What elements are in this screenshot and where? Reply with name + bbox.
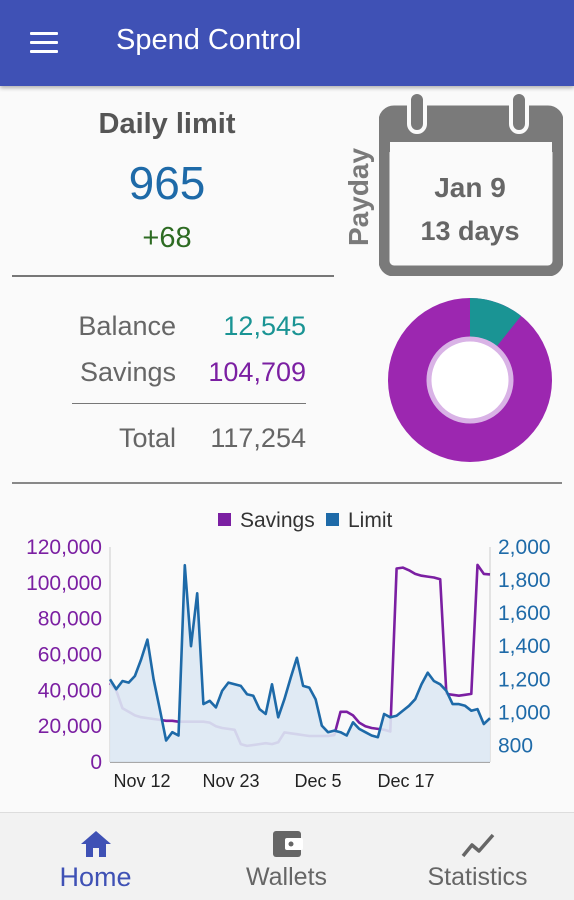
savings-limit-chart: 120,000 100,000 80,000 60,000 40,000 20,000 0 2…	[26, 509, 551, 791]
daily-limit-delta: +68	[142, 222, 192, 254]
menu-icon-line	[30, 32, 58, 35]
nav-wallets-label: Wallets	[245, 863, 328, 891]
app-bar: Spend Control	[0, 0, 574, 86]
balance-savings-donut	[388, 298, 552, 462]
y-left-tick-label: 100,000	[26, 572, 102, 595]
y-left-tick-label: 80,000	[38, 608, 102, 631]
app-title: Spend Control	[116, 24, 302, 56]
payday-date: Jan 9	[434, 172, 506, 203]
legend-swatch-savings	[218, 513, 231, 526]
total-value: 117,254	[210, 423, 306, 453]
y-right-tick-label: 2,000	[498, 536, 551, 559]
nav-home[interactable]: Home	[0, 813, 191, 900]
y-right-tick-label: 1,400	[498, 635, 551, 658]
nav-home-label: Home	[59, 862, 132, 892]
y-right-tick-label: 1,800	[498, 569, 551, 592]
y-left-tick-label: 120,000	[26, 536, 102, 559]
payday-countdown: 13 days	[420, 216, 520, 246]
y-right-tick-label: 1,000	[498, 701, 551, 724]
y-right-tick-label: 800	[498, 734, 533, 757]
x-tick-label: Nov 12	[113, 771, 170, 791]
daily-limit-value: 965	[128, 157, 206, 209]
divider	[72, 403, 306, 404]
x-tick-label: Nov 23	[202, 771, 259, 791]
wallet-icon	[272, 831, 303, 857]
total-label: Total	[118, 423, 176, 453]
y-left-tick-label: 40,000	[38, 679, 102, 702]
y-left-tick-label: 20,000	[38, 715, 102, 738]
statistics-icon	[461, 833, 494, 858]
balance-value: 12,545	[223, 311, 306, 341]
legend-label-limit: Limit	[348, 509, 393, 532]
savings-label: Savings	[79, 357, 176, 387]
savings-value: 104,709	[208, 357, 306, 387]
donut-center	[426, 336, 514, 424]
x-tick-label: Dec 17	[377, 771, 434, 791]
nav-statistics-label: Statistics	[427, 863, 528, 891]
menu-button[interactable]	[24, 28, 64, 58]
donut-balance-slice	[468, 298, 522, 351]
legend-swatch-limit	[326, 513, 339, 526]
x-tick-label: Dec 5	[294, 771, 341, 791]
menu-icon-line	[30, 41, 58, 44]
balance-label: Balance	[78, 311, 176, 341]
payday-label: Payday	[343, 147, 374, 246]
y-right-tick-label: 1,600	[498, 602, 551, 625]
limit-area	[110, 565, 490, 762]
nav-wallets[interactable]: Wallets	[191, 813, 382, 900]
divider	[12, 482, 562, 484]
series-line-limit	[108, 563, 491, 742]
y-left-tick-label: 60,000	[38, 644, 102, 667]
home-icon	[80, 831, 111, 857]
nav-statistics[interactable]: Statistics	[382, 813, 573, 900]
y-left-tick-label: 0	[90, 751, 102, 774]
calendar-icon[interactable]	[379, 92, 563, 276]
daily-limit-label: Daily limit	[98, 108, 236, 140]
divider	[12, 275, 334, 277]
legend-label-savings: Savings	[240, 509, 315, 532]
bottom-navigation: Home Wallets Statistics	[0, 812, 574, 900]
y-right-tick-label: 1,200	[498, 668, 551, 691]
menu-icon-line	[30, 50, 58, 53]
